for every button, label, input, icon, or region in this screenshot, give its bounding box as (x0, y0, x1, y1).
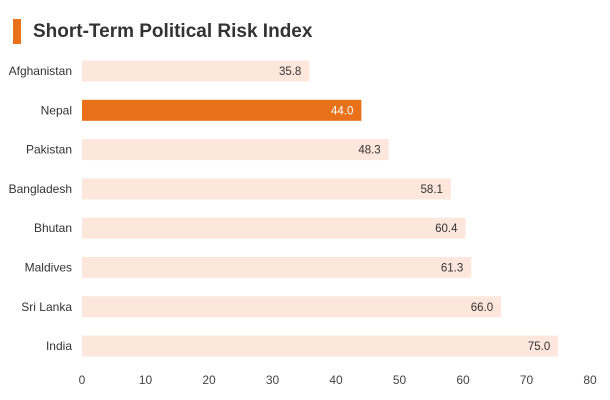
bar-india (82, 335, 559, 357)
category-label-india: India (46, 339, 72, 353)
chart-title: Short-Term Political Risk Index (33, 20, 313, 42)
bar-nepal (82, 99, 362, 121)
category-label-bhutan: Bhutan (34, 221, 72, 235)
x-tick-label-70: 70 (520, 373, 534, 387)
x-tick-label-30: 30 (266, 373, 280, 387)
x-tick-label-60: 60 (456, 373, 470, 387)
value-label-bangladesh: 58.1 (421, 184, 443, 196)
category-label-nepal: Nepal (41, 103, 72, 117)
value-label-sri-lanka: 66.0 (471, 302, 493, 314)
category-label-sri-lanka: Sri Lanka (21, 300, 72, 314)
bar-maldives (82, 257, 472, 278)
category-label-bangladesh: Bangladesh (9, 182, 72, 196)
x-tick-label-50: 50 (393, 373, 407, 387)
value-label-afghanistan: 35.8 (279, 66, 301, 78)
x-tick-label-0: 0 (79, 373, 86, 387)
bar-pakistan (82, 139, 389, 161)
x-tick-label-10: 10 (139, 373, 153, 387)
bar-afghanistan (82, 60, 310, 82)
value-label-india: 75.0 (528, 341, 550, 353)
category-label-pakistan: Pakistan (26, 143, 72, 157)
value-label-nepal: 44.0 (331, 105, 353, 117)
bar-bangladesh (82, 178, 451, 200)
title-accent-bar (13, 19, 21, 44)
chart-title-group: Short-Term Political Risk Index (13, 19, 312, 44)
value-label-pakistan: 48.3 (358, 145, 380, 157)
bar-bhutan (82, 217, 466, 239)
category-label-afghanistan: Afghanistan (9, 64, 72, 78)
value-label-bhutan: 60.4 (435, 223, 458, 235)
value-label-maldives: 61.3 (441, 263, 463, 275)
category-label-maldives: Maldives (25, 261, 72, 275)
x-tick-label-80: 80 (583, 373, 597, 387)
bar-sri-lanka (82, 296, 502, 318)
x-tick-label-40: 40 (329, 373, 343, 387)
x-tick-label-20: 20 (202, 373, 216, 387)
